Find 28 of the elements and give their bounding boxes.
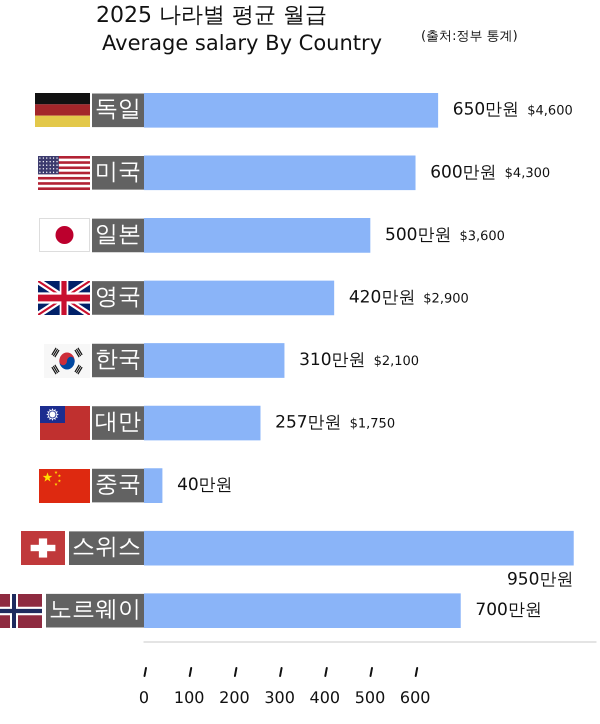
data-label: 650만원 $4,600 [452,100,573,120]
y-tick-label: 스위스 [72,534,141,560]
data-label: 310만원 $2,100 [299,350,420,370]
x-tick-label: 600 [400,688,430,707]
text: (출처:정부 통계) [421,29,518,45]
y-tick-label: 미국 [95,158,141,185]
x-tick-label: 400 [310,688,340,707]
x-tick-label: 0 [138,688,150,707]
data-label: 950만원 [506,570,574,590]
data-label: 40만원 [177,475,233,496]
data-label: 700만원 [475,600,542,620]
y-tick-label: 노르웨이 [49,596,141,623]
x-tick-label: 300 [264,688,295,707]
data-label: 257만원 $1,750 [275,412,396,432]
x-tick-label: 500 [354,688,386,707]
y-tick-label: 영국 [95,284,141,310]
y-tick-label: 중국 [95,472,141,498]
chart-title: 2025 나라별 평균 월급 [96,2,327,30]
chart-subtitle: Average salary By Country [102,30,382,57]
data-label: 600만원 $4,300 [430,162,550,182]
x-tick-label: 100 [174,688,204,707]
y-tick-label: 한국 [95,346,141,372]
x-tick-label: 200 [219,688,250,707]
data-label: 500만원 $3,600 [385,224,505,245]
y-tick-label: 독일 [95,96,141,122]
data-label: 420만원 $2,900 [348,287,469,308]
y-tick-label: 일본 [95,221,141,248]
y-tick-label: 대만 [95,409,141,436]
